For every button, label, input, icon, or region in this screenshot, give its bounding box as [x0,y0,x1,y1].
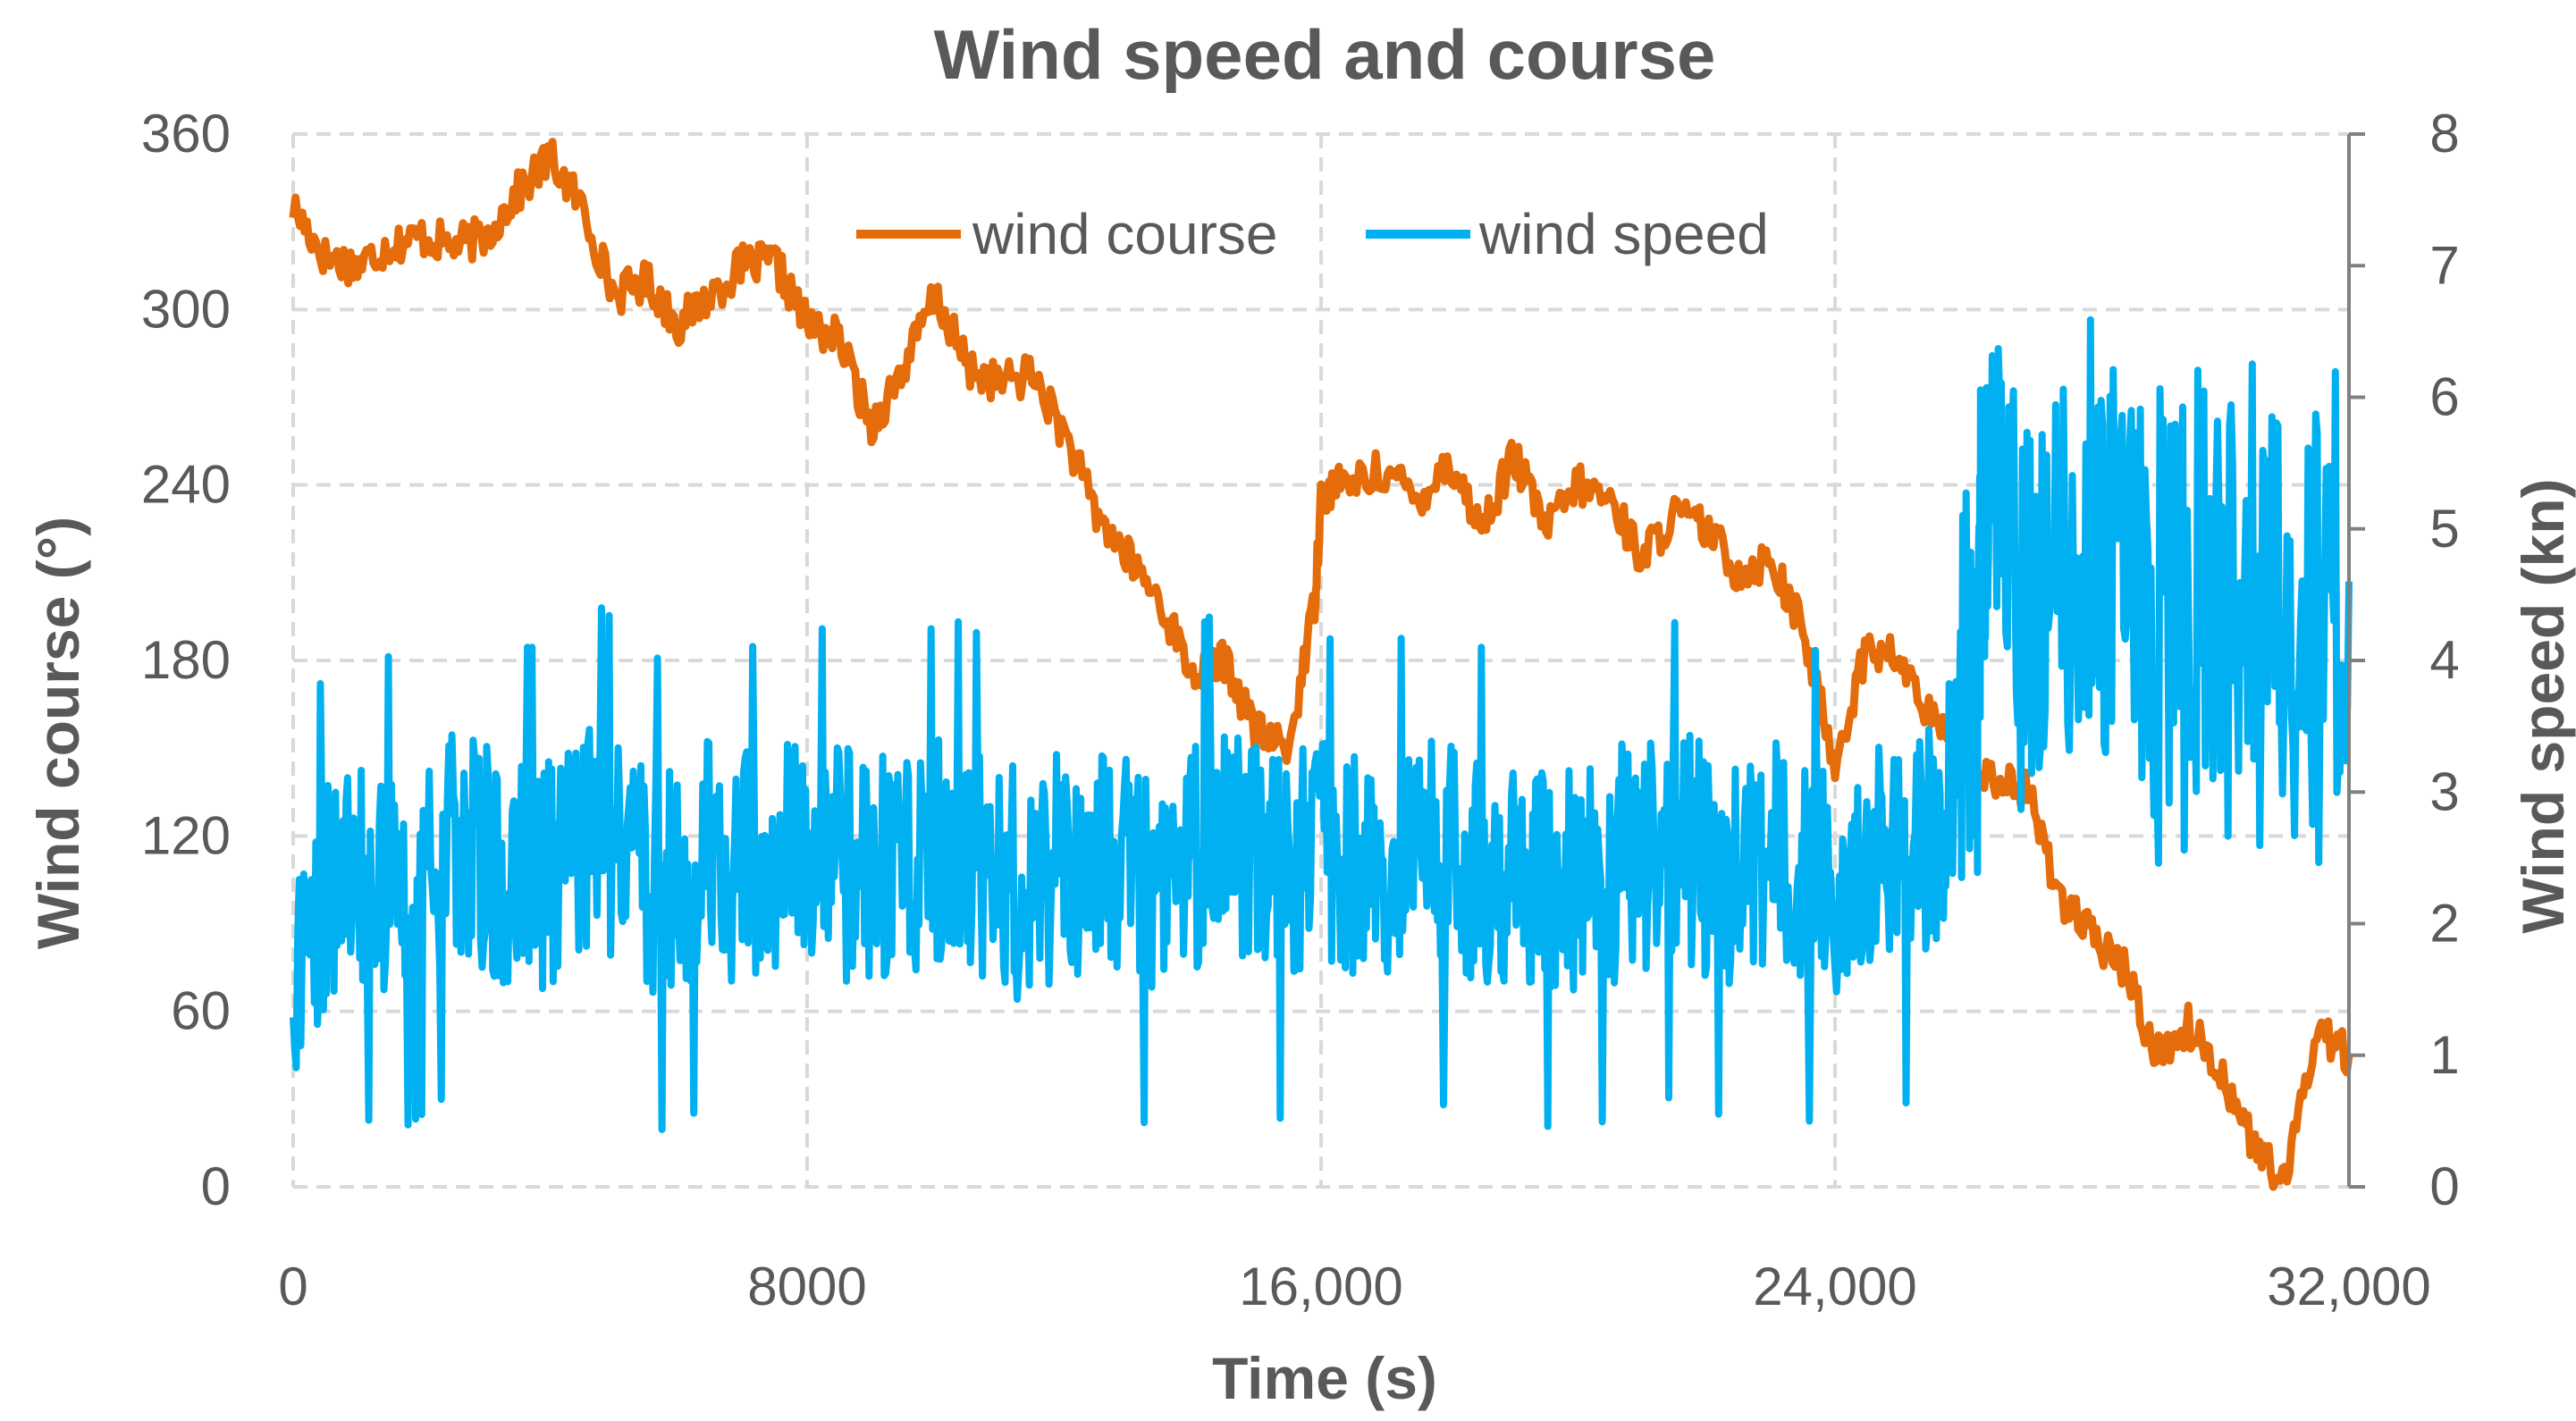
right-axis-title: Wind speed (kn) [2510,478,2576,933]
y-right-tick-label: 7 [2429,235,2459,295]
y-right-tick-label: 3 [2429,761,2459,821]
legend-label-wind-speed: wind speed [1478,202,1769,266]
y-left-tick-label: 360 [141,104,231,164]
y-right-tick-label: 2 [2429,894,2459,954]
chart-title: Wind speed and course [934,15,1716,94]
legend-label-wind-course: wind course [972,202,1278,266]
series-line-wind-speed [290,315,2353,1133]
left-axis-title: Wind course (°) [25,517,91,949]
series-layer [289,138,2353,1191]
x-tick-label: 32,000 [2267,1257,2431,1316]
y-left-tick-label: 60 [171,981,231,1041]
y-left-tick-label: 0 [201,1156,231,1216]
y-left-tick-label: 180 [141,630,231,690]
y-right-tick-label: 6 [2429,367,2459,427]
y-left-tick-label: 240 [141,455,231,515]
x-tick-label: 0 [278,1257,307,1316]
y-right-tick-label: 5 [2429,499,2459,559]
x-axis-title: Time (s) [1212,1345,1437,1411]
y-left-tick-label: 300 [141,279,231,339]
y-right-tick-label: 1 [2429,1025,2459,1085]
y-right-tick-label: 0 [2429,1156,2459,1216]
y-right-tick-label: 4 [2429,630,2459,690]
series-line-wind-course [289,138,2353,1191]
x-tick-label: 16,000 [1239,1257,1403,1316]
y-right-tick-label: 8 [2429,104,2459,164]
x-tick-label: 24,000 [1753,1257,1917,1316]
legend: wind course wind speed [856,202,1769,266]
y-left-tick-label: 120 [141,805,231,865]
x-tick-label: 8000 [747,1257,866,1316]
